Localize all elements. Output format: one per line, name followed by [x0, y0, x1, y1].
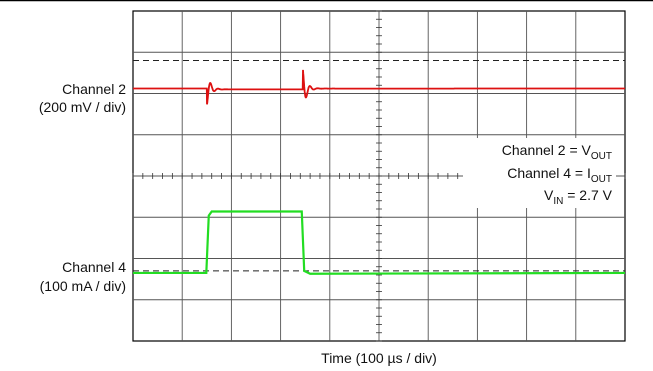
channel-4-scale: (100 mA / div) — [40, 278, 126, 294]
channel-4-trace — [133, 210, 626, 275]
channel-2-scale: (200 mV / div) — [39, 99, 126, 115]
annotation-ch4: Channel 4 = IOUT — [507, 165, 612, 185]
annotation-vin: VIN = 2.7 V — [544, 187, 613, 207]
channel-2-label: Channel 2 — [62, 81, 126, 97]
annotation-block: Channel 2 = VOUT Channel 4 = IOUT VIN = … — [463, 138, 616, 208]
channel-2-trace — [133, 69, 625, 105]
channel-4-label: Channel 4 — [62, 259, 126, 275]
traces — [133, 60, 626, 275]
x-axis-label: Time (100 µs / div) — [321, 350, 437, 366]
annotation-ch2: Channel 2 = VOUT — [502, 142, 612, 162]
annotation-background — [463, 138, 616, 208]
